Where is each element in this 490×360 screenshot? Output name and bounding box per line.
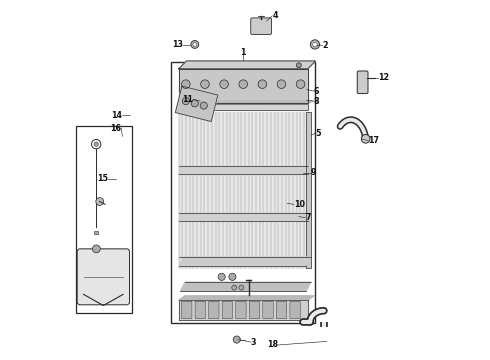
Bar [306,112,311,268]
Circle shape [229,273,236,280]
Circle shape [218,273,225,280]
Text: 17: 17 [368,136,379,145]
Text: 7: 7 [305,213,311,222]
Polygon shape [179,61,316,69]
Polygon shape [179,101,313,104]
Text: 3: 3 [251,338,256,347]
Text: 9: 9 [311,168,316,177]
Text: 4: 4 [272,11,278,20]
Circle shape [277,80,286,89]
FancyBboxPatch shape [209,301,219,319]
Text: 1: 1 [241,48,246,57]
Bar [172,62,315,323]
FancyBboxPatch shape [357,71,368,94]
Polygon shape [175,86,218,121]
Text: 5: 5 [315,129,320,138]
FancyBboxPatch shape [181,301,192,319]
Circle shape [239,80,247,89]
Circle shape [310,40,319,49]
FancyBboxPatch shape [263,301,273,319]
Text: 6: 6 [314,86,319,95]
Circle shape [232,285,237,290]
FancyBboxPatch shape [94,231,98,234]
Circle shape [233,336,240,343]
FancyBboxPatch shape [179,104,308,110]
Polygon shape [179,166,308,174]
Polygon shape [179,257,311,266]
Circle shape [296,80,305,89]
Polygon shape [180,282,311,291]
FancyBboxPatch shape [236,301,246,319]
Text: 15: 15 [97,175,108,184]
Polygon shape [179,213,308,221]
Text: 14: 14 [111,111,122,120]
Text: 10: 10 [294,200,305,209]
Polygon shape [179,112,308,268]
Circle shape [191,41,199,48]
FancyBboxPatch shape [195,301,205,319]
Text: 8: 8 [314,96,319,105]
Polygon shape [179,296,314,300]
Circle shape [200,80,209,89]
Bar [76,126,132,313]
FancyBboxPatch shape [276,301,287,319]
Circle shape [94,142,98,146]
Circle shape [258,80,267,89]
Polygon shape [179,171,312,174]
Text: 11: 11 [182,95,193,104]
Text: 16: 16 [110,123,122,132]
FancyBboxPatch shape [290,301,300,319]
Circle shape [220,80,228,89]
Circle shape [92,139,101,149]
Text: 18: 18 [267,341,278,350]
Polygon shape [179,218,312,221]
Polygon shape [179,69,308,103]
Circle shape [191,100,198,107]
Circle shape [181,80,190,89]
Text: 2: 2 [322,41,328,50]
FancyBboxPatch shape [77,249,129,305]
Circle shape [93,245,100,253]
Circle shape [296,63,301,68]
FancyBboxPatch shape [251,18,271,35]
Circle shape [239,285,244,290]
Polygon shape [179,300,308,320]
Circle shape [200,102,207,109]
FancyBboxPatch shape [249,301,260,319]
Circle shape [193,42,196,46]
Text: 13: 13 [172,40,183,49]
Circle shape [96,198,104,206]
Circle shape [313,42,317,46]
FancyBboxPatch shape [222,301,233,319]
Text: 12: 12 [378,73,389,82]
Circle shape [361,135,370,143]
Circle shape [182,98,190,105]
